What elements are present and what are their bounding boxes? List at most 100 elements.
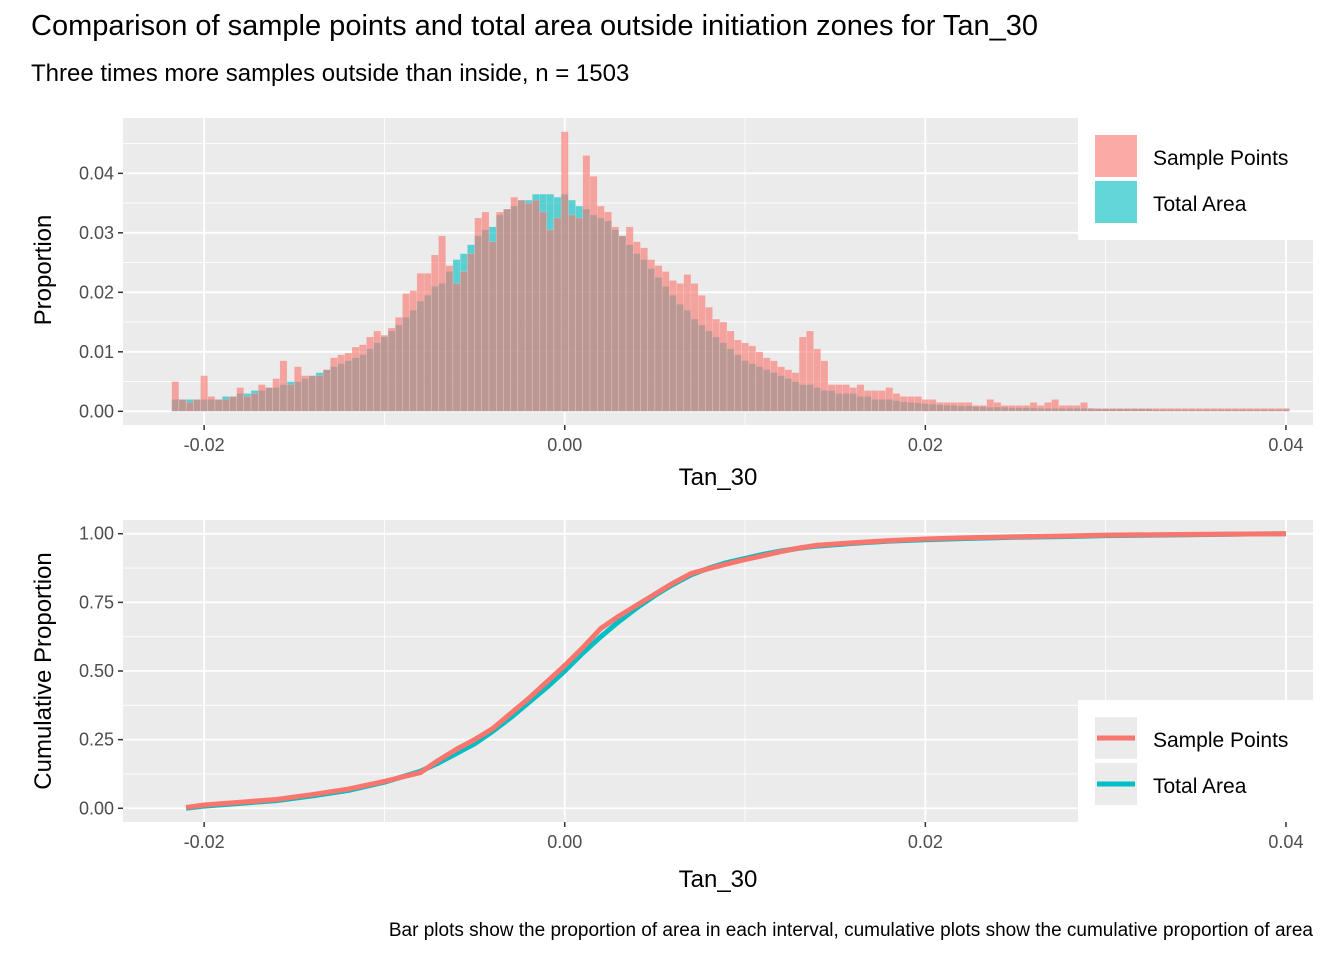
bar-sample-points — [344, 352, 353, 412]
bar-sample-points — [568, 214, 576, 412]
bar-sample-points — [459, 271, 468, 412]
bar-sample-points — [582, 155, 591, 412]
cumulative-x-tick-label: 0.02 — [908, 832, 943, 852]
histogram-x-tick-label: 0.02 — [908, 435, 943, 455]
cumulative-legend: Sample Points Total Area — [1078, 700, 1313, 822]
bar-sample-points — [1072, 405, 1081, 412]
bar-sample-points — [806, 330, 814, 412]
bar-sample-points — [1094, 408, 1103, 412]
bar-sample-points — [935, 402, 944, 412]
bar-sample-points — [1173, 408, 1182, 412]
bar-sample-points — [539, 211, 547, 412]
bar-sample-points — [243, 396, 252, 412]
bar-sample-points — [914, 396, 922, 412]
bar-sample-points — [1008, 405, 1016, 412]
bar-sample-points — [885, 387, 894, 412]
bar-sample-points — [214, 399, 223, 412]
bar-sample-points — [1044, 402, 1052, 412]
bar-sample-points — [1267, 408, 1276, 412]
bar-sample-points — [921, 399, 930, 412]
bar-sample-points — [770, 360, 778, 412]
bar-sample-points — [928, 399, 937, 412]
bar-sample-points — [1210, 408, 1218, 412]
bar-sample-points — [1029, 402, 1038, 412]
bar-sample-points — [604, 211, 612, 412]
bar-sample-points — [337, 354, 345, 412]
bar-sample-points — [1137, 408, 1146, 412]
bar-sample-points — [1246, 408, 1254, 412]
bar-sample-points — [1065, 405, 1074, 412]
bar-sample-points — [366, 336, 374, 412]
bar-sample-points — [676, 283, 684, 412]
bar-sample-points — [510, 196, 519, 412]
bar-sample-points — [741, 342, 749, 412]
bar-sample-points — [481, 211, 490, 412]
cumulative-x-tick-label: -0.02 — [184, 832, 225, 852]
bar-sample-points — [1000, 405, 1009, 412]
bar-sample-points — [986, 399, 995, 412]
bar-sample-points — [193, 399, 201, 412]
cumulative-y-axis-title: Cumulative Proportion — [30, 552, 57, 789]
bar-sample-points — [762, 357, 771, 412]
bar-sample-points — [596, 205, 605, 412]
bar-sample-points — [236, 387, 245, 412]
bar-sample-points — [265, 387, 273, 412]
bar-sample-points — [1145, 408, 1153, 412]
bar-sample-points — [943, 402, 951, 412]
bar-sample-points — [1123, 408, 1132, 412]
bar-sample-points — [1036, 405, 1045, 412]
bar-sample-points — [777, 366, 785, 412]
bar-sample-points — [1058, 405, 1067, 412]
bar-sample-points — [322, 369, 331, 412]
bar-sample-points — [654, 265, 663, 412]
histogram-y-tick-label: 0.01 — [79, 342, 114, 362]
cumulative-x-tick-label: 0.00 — [547, 832, 582, 852]
bar-sample-points — [827, 384, 836, 412]
cumulative-panel: -0.02 0.00 0.02 0.04 0.00 0.25 0.50 0.75 1.00 Ta… — [30, 520, 1313, 893]
histogram-x-axis-title: Tan_30 — [679, 464, 758, 491]
bar-sample-points — [308, 375, 317, 412]
chart-subtitle: Three times more samples outside than in… — [31, 60, 630, 87]
histogram-y-tick-label: 0.03 — [79, 223, 114, 243]
bar-sample-points — [524, 202, 533, 412]
bar-sample-points — [1181, 408, 1189, 412]
bar-sample-points — [1166, 408, 1175, 412]
bar-sample-points — [1015, 405, 1023, 412]
bar-sample-points — [431, 254, 439, 412]
bar-sample-points — [1231, 408, 1240, 412]
bar-sample-points — [503, 208, 511, 412]
bar-sample-points — [445, 265, 454, 412]
bar-sample-points — [1195, 408, 1204, 412]
bar-sample-points — [618, 235, 627, 412]
bar-sample-points — [899, 396, 908, 412]
bar-sample-points — [221, 399, 230, 412]
cumulative-y-tick-label: 0.75 — [79, 592, 114, 612]
bar-sample-points — [697, 295, 706, 412]
bar-sample-points — [1109, 408, 1117, 412]
bar-sample-points — [690, 283, 699, 412]
bar-sample-points — [611, 226, 620, 412]
bar-sample-points — [517, 199, 526, 412]
bar-sample-points — [878, 390, 886, 412]
bar-sample-points — [258, 384, 266, 412]
bar-sample-points — [798, 336, 807, 412]
bar-sample-points — [813, 348, 821, 412]
bar-sample-points — [1202, 408, 1211, 412]
bar-sample-points — [467, 253, 475, 412]
bar-sample-points — [1080, 402, 1088, 412]
bar-sample-points — [1238, 408, 1247, 412]
histogram-legend: Sample Points Total Area — [1078, 118, 1313, 240]
bar-sample-points — [488, 241, 497, 412]
chart-title: Comparison of sample points and total ar… — [31, 10, 1039, 42]
bar-sample-points — [1022, 405, 1031, 412]
bar-sample-points — [387, 327, 396, 412]
cumulative-line-sample-points — [185, 531, 1286, 810]
histogram-axes: -0.02 0.00 0.02 0.04 0.00 0.01 0.02 0.03 0.04 — [79, 163, 1304, 455]
histogram-y-tick-label: 0.00 — [79, 401, 114, 421]
bar-sample-points — [712, 318, 721, 412]
bar-sample-points — [907, 396, 915, 412]
bar-sample-points — [863, 390, 872, 412]
histogram-bars-sample-points — [171, 131, 1290, 412]
bar-sample-points — [972, 405, 980, 412]
bar-sample-points — [748, 345, 757, 412]
